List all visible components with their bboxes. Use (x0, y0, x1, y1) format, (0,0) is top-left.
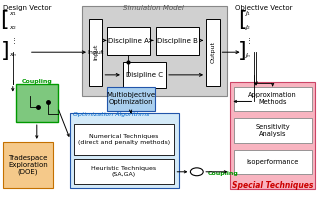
Text: Discipline B: Discipline B (157, 38, 198, 44)
Text: $x_n$: $x_n$ (9, 51, 17, 59)
Bar (16, 84, 58, 122)
Text: Discipline A: Discipline A (108, 38, 148, 44)
Bar (234, 150, 312, 174)
Text: Simulation Model: Simulation Model (123, 5, 184, 11)
Bar (234, 87, 312, 111)
Bar (89, 19, 102, 86)
Text: Disipline C: Disipline C (126, 72, 163, 78)
Text: $J_1$: $J_1$ (244, 9, 252, 18)
Text: Coupling: Coupling (21, 79, 52, 84)
Bar (230, 82, 315, 189)
Bar (74, 124, 174, 155)
Text: $J_2$: $J_2$ (244, 23, 252, 32)
Bar (82, 6, 227, 96)
Text: Numerical Techniques
(direct and penalty methods): Numerical Techniques (direct and penalty… (78, 134, 170, 145)
Bar (123, 62, 166, 88)
Bar (107, 87, 155, 111)
Bar (206, 19, 220, 86)
Text: $J_n$: $J_n$ (244, 51, 252, 60)
Text: Multiobjective
Optimization: Multiobjective Optimization (106, 93, 155, 105)
Text: ]: ] (1, 41, 9, 61)
Bar (156, 27, 199, 55)
Text: Objective Vector: Objective Vector (235, 5, 293, 11)
Text: Design Vector: Design Vector (3, 5, 52, 11)
Bar (234, 118, 312, 143)
Text: Special Techniques: Special Techniques (232, 181, 313, 190)
Text: Coupling: Coupling (207, 171, 238, 177)
Text: Input: Input (87, 50, 104, 55)
Text: Input: Input (93, 44, 98, 60)
Text: Sensitivity
Analysis: Sensitivity Analysis (255, 124, 290, 137)
Bar (70, 113, 179, 188)
Text: Output: Output (210, 41, 215, 63)
Bar (3, 142, 53, 188)
Text: $\vdots$: $\vdots$ (10, 36, 16, 46)
Text: $x_1$: $x_1$ (9, 10, 17, 18)
Text: $x_2$: $x_2$ (9, 24, 17, 32)
Text: Heuristic Techniques
(SA,GA): Heuristic Techniques (SA,GA) (92, 166, 156, 177)
Text: ]: ] (238, 41, 247, 61)
Bar (74, 159, 174, 184)
Text: $\vdots$: $\vdots$ (245, 36, 251, 46)
Text: Approximation
Methods: Approximation Methods (248, 93, 297, 105)
Bar (107, 27, 150, 55)
Text: [: [ (1, 10, 9, 30)
Text: [: [ (238, 10, 247, 30)
Text: Tradespace
Exploration
(DOE): Tradespace Exploration (DOE) (8, 155, 48, 175)
Text: Optimization Algorithms: Optimization Algorithms (73, 112, 149, 117)
Text: Isoperformance: Isoperformance (247, 159, 299, 165)
